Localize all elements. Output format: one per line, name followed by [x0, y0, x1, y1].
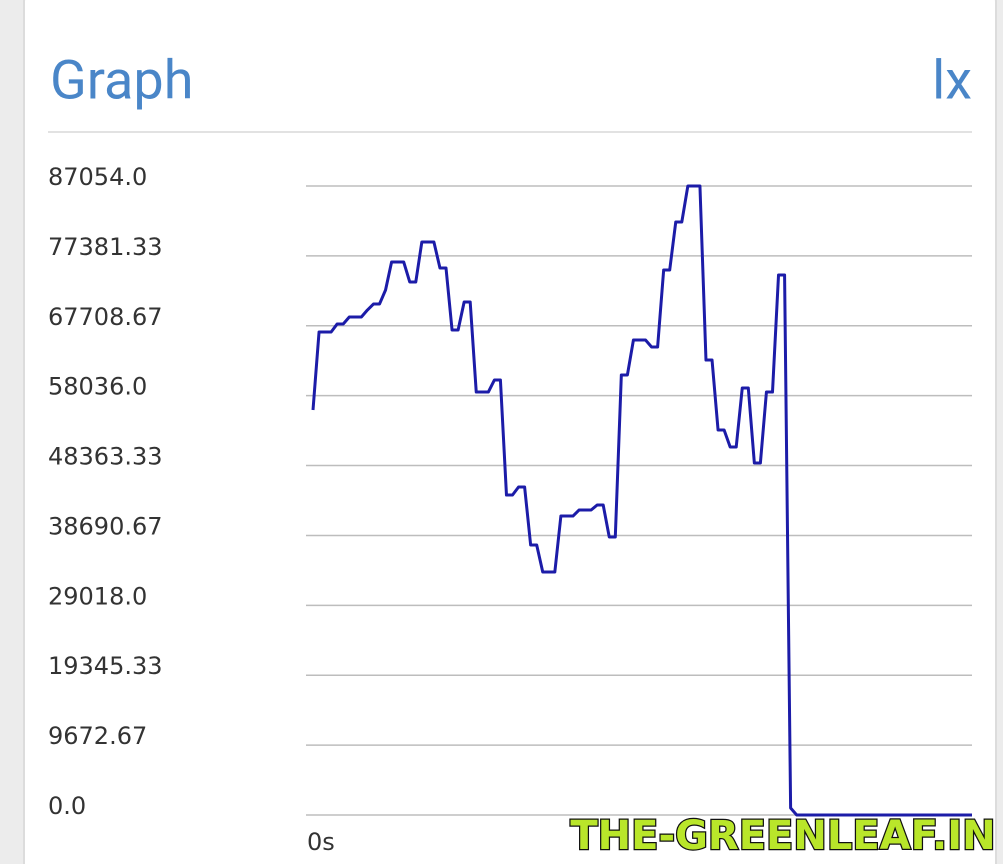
chart-title: Graph [50, 49, 193, 112]
y-tick-label: 58036.0 [48, 373, 147, 401]
y-tick-label: 9672.67 [48, 722, 147, 750]
y-tick-label: 87054.0 [48, 163, 147, 191]
y-tick-label: 67708.67 [48, 303, 163, 331]
card [23, 0, 997, 864]
x-axis-label: 0s [307, 828, 335, 856]
unit-label: lx [932, 49, 972, 112]
y-tick-label: 29018.0 [48, 582, 147, 610]
y-tick-label: 38690.67 [48, 512, 163, 540]
data-line [311, 184, 972, 817]
y-tick-label: 48363.33 [48, 443, 163, 471]
watermark: THE-GREENLEAF.IN [570, 813, 995, 859]
y-tick-label: 19345.33 [48, 652, 163, 680]
y-tick-label: 77381.33 [48, 233, 163, 261]
y-tick-label: 0.0 [48, 792, 86, 820]
